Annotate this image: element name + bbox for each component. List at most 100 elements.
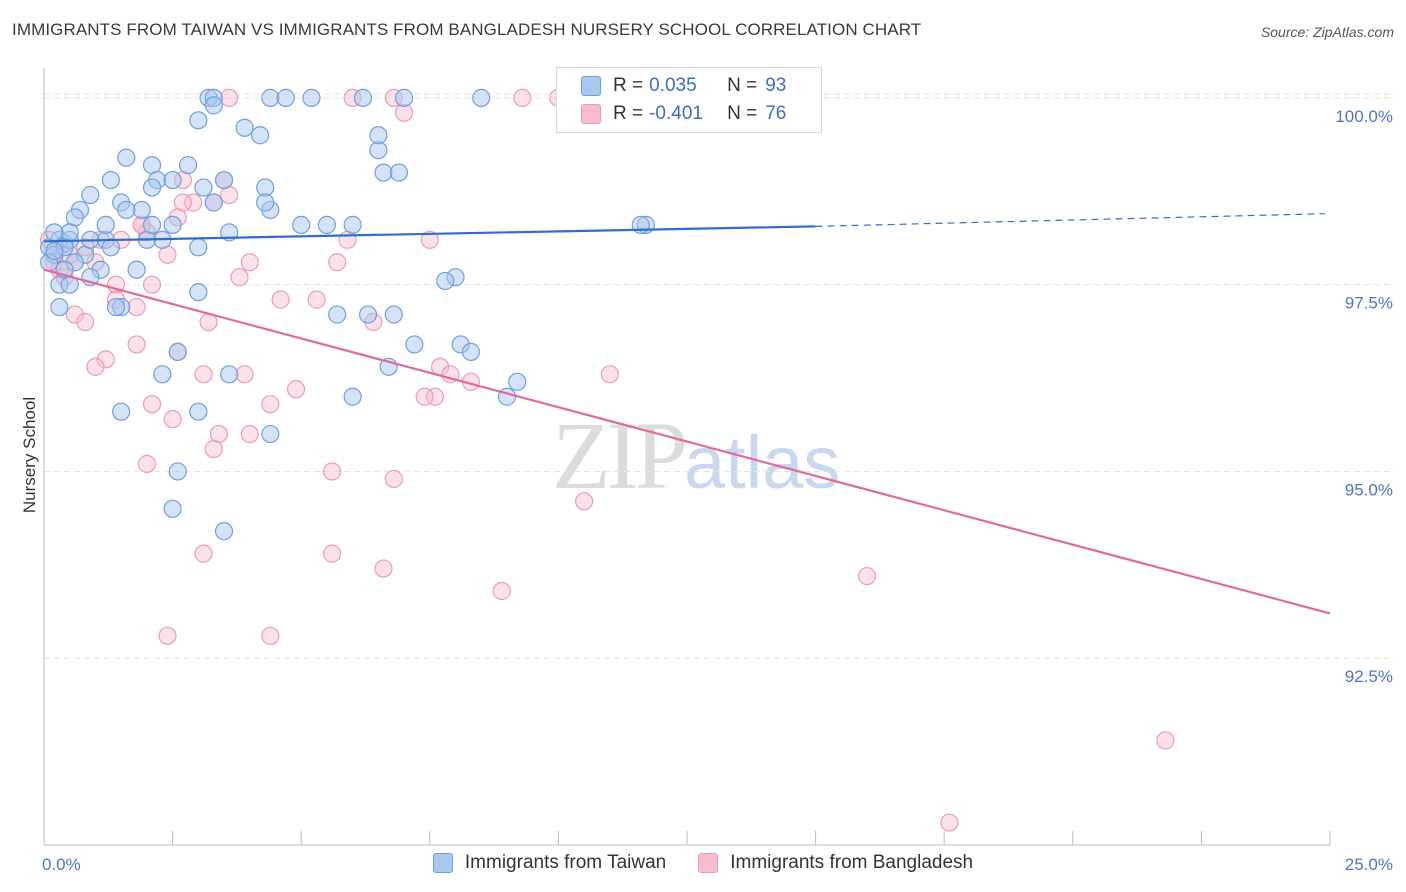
- taiwan-point: [142, 178, 162, 197]
- bangladesh-point: [163, 410, 182, 429]
- taiwan-point: [276, 88, 295, 107]
- bangladesh-point: [415, 387, 434, 406]
- taiwan-point: [317, 215, 337, 234]
- bangladesh-point: [240, 424, 259, 444]
- taiwan-point: [81, 185, 100, 205]
- taiwan-point: [436, 271, 455, 291]
- taiwan-point: [250, 126, 270, 145]
- taiwan-point: [374, 163, 393, 182]
- taiwan-swatch: [581, 76, 601, 96]
- taiwan-points: [40, 88, 655, 541]
- y-tick-label: 100.0%: [1335, 107, 1393, 126]
- bangladesh-point: [194, 544, 213, 563]
- taiwan-point: [117, 200, 136, 220]
- taiwan-point: [389, 163, 409, 182]
- taiwan-point: [101, 238, 120, 257]
- bangladesh-point: [374, 559, 393, 578]
- bangladesh-swatch: [581, 104, 601, 124]
- taiwan-point: [302, 88, 321, 107]
- taiwan-point: [261, 424, 280, 444]
- taiwan-point: [394, 88, 414, 107]
- bangladesh-point: [420, 230, 439, 249]
- legend-r-label: R =: [613, 103, 644, 124]
- bangladesh-point: [204, 439, 223, 459]
- taiwan-point: [256, 193, 275, 212]
- taiwan-point: [369, 126, 388, 145]
- bangladesh-point: [235, 365, 254, 384]
- legend-label-taiwan: Immigrants from Taiwan: [464, 852, 667, 873]
- chart-title: IMMIGRANTS FROM TAIWAN VS IMMIGRANTS FRO…: [12, 20, 922, 39]
- y-axis-title: Nursery School: [20, 397, 39, 513]
- taiwan-point: [194, 178, 213, 197]
- taiwan-point: [163, 215, 182, 234]
- taiwan-point: [508, 372, 527, 391]
- bangladesh-point: [940, 813, 959, 832]
- taiwan-swatch: [432, 853, 453, 873]
- bangladesh-point: [184, 193, 203, 212]
- bangladesh-point: [328, 253, 347, 272]
- bangladesh-point: [1156, 731, 1175, 750]
- taiwan-point: [235, 118, 254, 137]
- taiwan-point: [189, 238, 208, 257]
- source-label: Source: ZipAtlas.com: [1260, 24, 1394, 40]
- bangladesh-point: [322, 544, 342, 563]
- taiwan-point: [353, 88, 373, 107]
- bangladesh-point: [142, 395, 162, 414]
- watermark-zip: ZIP: [552, 402, 688, 509]
- y-tick-label: 97.5%: [1345, 294, 1393, 313]
- bangladesh-point: [127, 297, 146, 317]
- bangladesh-point: [271, 290, 290, 309]
- bangladesh-point: [425, 387, 445, 406]
- taiwan-point: [45, 223, 64, 242]
- taiwan-point: [45, 241, 64, 261]
- bangladesh-point: [261, 395, 280, 414]
- y-tick-label: 92.5%: [1345, 667, 1393, 686]
- taiwan-point: [214, 170, 234, 190]
- axes: [43, 68, 1331, 846]
- x-tick-label: 0.0%: [42, 855, 81, 874]
- taiwan-point: [214, 522, 234, 541]
- taiwan-point: [220, 365, 239, 384]
- taiwan-point: [292, 215, 311, 234]
- taiwan-point: [163, 499, 182, 518]
- taiwan-point: [112, 402, 131, 421]
- bangladesh-point: [575, 492, 594, 511]
- taiwan-trend-extension: [815, 213, 1326, 227]
- bangladesh-point: [240, 253, 259, 272]
- taiwan-point: [101, 170, 120, 190]
- legend-r-value: 0.035: [649, 75, 697, 96]
- taiwan-point: [343, 387, 362, 406]
- taiwan-point: [472, 88, 491, 107]
- taiwan-point: [50, 297, 69, 317]
- taiwan-trend-line: [43, 225, 816, 243]
- taiwan-point: [261, 88, 280, 107]
- y-tick-label: 95.0%: [1345, 480, 1393, 499]
- bangladesh-point: [230, 268, 249, 287]
- taiwan-point: [384, 305, 403, 324]
- taiwan-point: [132, 200, 151, 220]
- taiwan-point: [405, 335, 424, 354]
- legend-item-taiwan[interactable]: Immigrants from Taiwan: [432, 852, 667, 874]
- taiwan-point: [153, 365, 172, 384]
- bangladesh-point: [322, 462, 342, 481]
- legend-row-bangladesh: R = -0.401 N = 76: [581, 100, 786, 128]
- bangladesh-point: [857, 566, 877, 586]
- stats-legend: R = 0.035 N = 93 R = -0.401 N = 76: [556, 67, 822, 133]
- taiwan-point: [358, 305, 378, 324]
- legend-label-bangladesh: Immigrants from Bangladesh: [730, 852, 974, 873]
- bangladesh-trend-line: [43, 268, 1331, 615]
- taiwan-point: [189, 283, 208, 302]
- taiwan-point: [461, 342, 481, 362]
- bangladesh-point: [600, 365, 619, 384]
- bangladesh-point: [307, 290, 326, 309]
- legend-n-value: 93: [765, 75, 787, 96]
- legend-item-bangladesh[interactable]: Immigrants from Bangladesh: [698, 852, 973, 874]
- legend-n-label: N =: [727, 75, 758, 96]
- taiwan-point: [343, 215, 362, 234]
- taiwan-point: [168, 462, 187, 481]
- taiwan-point: [178, 156, 198, 175]
- legend-n-label: N =: [727, 103, 758, 124]
- bangladesh-swatch: [698, 853, 719, 873]
- bangladesh-point: [65, 305, 84, 324]
